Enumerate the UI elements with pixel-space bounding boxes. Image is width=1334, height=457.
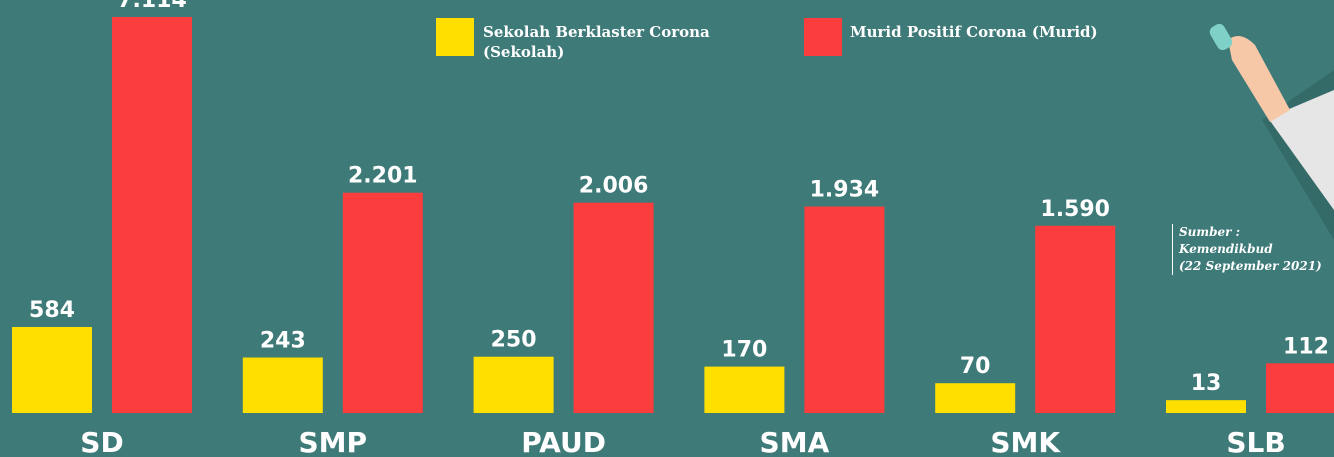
legend-swatch	[804, 18, 842, 56]
bar	[704, 367, 784, 413]
source-line: (22 September 2021)	[1179, 258, 1322, 275]
value-label: 243	[260, 329, 306, 354]
category-label: SD	[80, 426, 123, 457]
bar	[574, 203, 654, 413]
value-label: 250	[491, 328, 537, 353]
bar	[12, 327, 92, 413]
legend-label: Murid Positif Corona (Murid)	[850, 22, 1120, 42]
bar	[1266, 363, 1334, 413]
bar	[112, 17, 192, 413]
category-label: SLB	[1226, 426, 1285, 457]
source-line: Kemendikbud	[1179, 241, 1322, 258]
source: Sumber : Kemendikbud (22 September 2021)	[1172, 224, 1322, 275]
value-label: 170	[721, 338, 767, 363]
category-label: SMK	[990, 426, 1061, 457]
chart: 584 243 250 170 70 13 7.114 2.201 2.006 1.934 1.59…	[0, 0, 1334, 457]
source-line: Sumber :	[1179, 224, 1322, 241]
value-label: 584	[29, 298, 75, 323]
value-label: 2.006	[579, 174, 649, 199]
category-label: SMA	[760, 426, 830, 457]
category-label: SMP	[299, 426, 368, 457]
value-label: 1.934	[810, 178, 880, 203]
bar	[243, 358, 323, 413]
value-label: 13	[1191, 371, 1222, 396]
legend-label: Sekolah Berklaster Corona (Sekolah)	[483, 22, 753, 62]
category-label: PAUD	[521, 426, 606, 457]
bar	[474, 357, 554, 413]
bar	[343, 193, 423, 413]
bar	[935, 383, 1015, 413]
bar	[1166, 400, 1246, 413]
infographic: 584 243 250 170 70 13 7.114 2.201 2.006 1.934 1.59…	[0, 0, 1334, 457]
hand-illustration	[1208, 22, 1334, 240]
legend-swatch	[436, 18, 474, 56]
bar	[1035, 226, 1115, 413]
value-label: 112	[1283, 334, 1329, 359]
value-label: 2.201	[348, 164, 418, 189]
value-label: 70	[960, 354, 991, 379]
bar	[804, 207, 884, 413]
value-label: 7.114	[117, 0, 187, 13]
value-label: 1.590	[1040, 197, 1110, 222]
